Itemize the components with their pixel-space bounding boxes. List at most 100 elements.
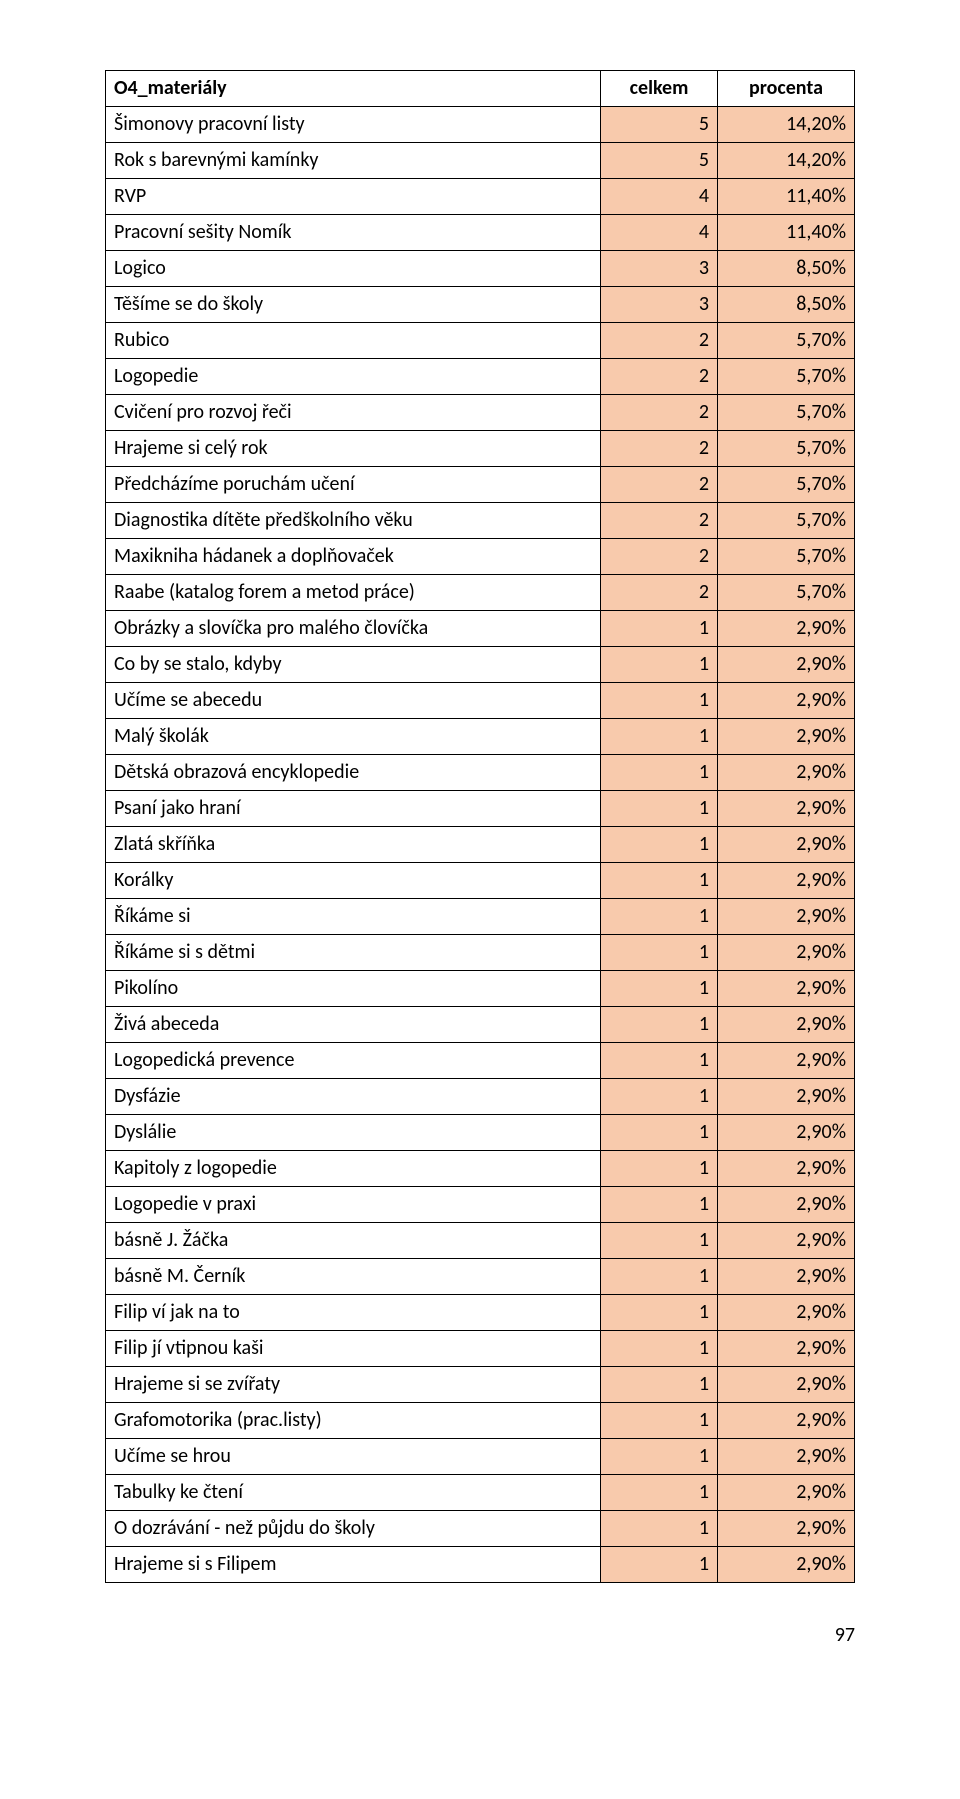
document-page: O4_materiály celkem procenta Šimonovy pr…: [0, 0, 960, 1687]
cell-percent: 2,90%: [718, 899, 855, 935]
cell-material: Kapitoly z logopedie: [106, 1151, 601, 1187]
cell-material: Šimonovy pracovní listy: [106, 107, 601, 143]
table-row: Logopedie v praxi12,90%: [106, 1187, 855, 1223]
cell-material: O dozrávání - než půjdu do školy: [106, 1511, 601, 1547]
table-row: Říkáme si s dětmi12,90%: [106, 935, 855, 971]
cell-material: Rubico: [106, 323, 601, 359]
cell-material: Dyslálie: [106, 1115, 601, 1151]
cell-material: Předcházíme poruchám učení: [106, 467, 601, 503]
cell-material: Logopedie: [106, 359, 601, 395]
table-body: Šimonovy pracovní listy514,20%Rok s bare…: [106, 107, 855, 1583]
cell-percent: 5,70%: [718, 359, 855, 395]
cell-material: Pikolíno: [106, 971, 601, 1007]
cell-material: Maxikniha hádanek a doplňovaček: [106, 539, 601, 575]
table-row: Pikolíno12,90%: [106, 971, 855, 1007]
cell-percent: 2,90%: [718, 1475, 855, 1511]
cell-material: Učíme se abecedu: [106, 683, 601, 719]
cell-percent: 2,90%: [718, 1331, 855, 1367]
table-row: Psaní jako hraní12,90%: [106, 791, 855, 827]
table-row: Cvičení pro rozvoj řeči25,70%: [106, 395, 855, 431]
cell-material: Cvičení pro rozvoj řeči: [106, 395, 601, 431]
cell-material: Živá abeceda: [106, 1007, 601, 1043]
table-row: Zlatá skříňka12,90%: [106, 827, 855, 863]
cell-material: RVP: [106, 179, 601, 215]
cell-percent: 2,90%: [718, 683, 855, 719]
cell-percent: 5,70%: [718, 575, 855, 611]
cell-percent: 2,90%: [718, 719, 855, 755]
cell-percent: 2,90%: [718, 1223, 855, 1259]
cell-percent: 5,70%: [718, 539, 855, 575]
cell-total: 1: [601, 1511, 718, 1547]
table-row: Dyslálie12,90%: [106, 1115, 855, 1151]
cell-percent: 5,70%: [718, 467, 855, 503]
cell-percent: 2,90%: [718, 611, 855, 647]
cell-percent: 11,40%: [718, 179, 855, 215]
table-row: Obrázky a slovíčka pro malého človíčka12…: [106, 611, 855, 647]
cell-total: 1: [601, 611, 718, 647]
cell-percent: 5,70%: [718, 323, 855, 359]
cell-total: 1: [601, 1295, 718, 1331]
cell-total: 2: [601, 431, 718, 467]
cell-percent: 2,90%: [718, 1295, 855, 1331]
table-row: Logico38,50%: [106, 251, 855, 287]
table-row: Živá abeceda12,90%: [106, 1007, 855, 1043]
cell-percent: 2,90%: [718, 1403, 855, 1439]
cell-material: Dysfázie: [106, 1079, 601, 1115]
table-row: Maxikniha hádanek a doplňovaček25,70%: [106, 539, 855, 575]
cell-percent: 5,70%: [718, 395, 855, 431]
cell-total: 2: [601, 467, 718, 503]
cell-material: Logico: [106, 251, 601, 287]
page-number: 97: [105, 1583, 855, 1647]
table-row: Říkáme si12,90%: [106, 899, 855, 935]
table-row: Učíme se abecedu12,90%: [106, 683, 855, 719]
cell-material: Tabulky ke čtení: [106, 1475, 601, 1511]
cell-total: 1: [601, 719, 718, 755]
table-row: Logopedie25,70%: [106, 359, 855, 395]
cell-total: 1: [601, 755, 718, 791]
cell-percent: 2,90%: [718, 1043, 855, 1079]
materials-table: O4_materiály celkem procenta Šimonovy pr…: [105, 70, 855, 1583]
table-row: Kapitoly z logopedie12,90%: [106, 1151, 855, 1187]
table-row: Rubico25,70%: [106, 323, 855, 359]
cell-percent: 2,90%: [718, 1151, 855, 1187]
cell-total: 1: [601, 827, 718, 863]
cell-total: 4: [601, 215, 718, 251]
cell-percent: 2,90%: [718, 1259, 855, 1295]
cell-percent: 2,90%: [718, 1115, 855, 1151]
cell-percent: 5,70%: [718, 503, 855, 539]
table-row: RVP411,40%: [106, 179, 855, 215]
table-row: básně J. Žáčka12,90%: [106, 1223, 855, 1259]
table-row: Raabe (katalog forem a metod práce)25,70…: [106, 575, 855, 611]
cell-percent: 2,90%: [718, 971, 855, 1007]
table-row: Dysfázie12,90%: [106, 1079, 855, 1115]
table-row: Grafomotorika (prac.listy)12,90%: [106, 1403, 855, 1439]
table-row: Diagnostika dítěte předškolního věku25,7…: [106, 503, 855, 539]
cell-total: 1: [601, 935, 718, 971]
table-row: Tabulky ke čtení12,90%: [106, 1475, 855, 1511]
cell-total: 3: [601, 251, 718, 287]
cell-total: 2: [601, 359, 718, 395]
cell-total: 1: [601, 1439, 718, 1475]
table-row: Dětská obrazová encyklopedie12,90%: [106, 755, 855, 791]
cell-total: 2: [601, 395, 718, 431]
cell-total: 1: [601, 1043, 718, 1079]
cell-material: Obrázky a slovíčka pro malého človíčka: [106, 611, 601, 647]
cell-percent: 2,90%: [718, 1079, 855, 1115]
cell-total: 1: [601, 899, 718, 935]
cell-total: 1: [601, 791, 718, 827]
cell-total: 1: [601, 1475, 718, 1511]
cell-material: Co by se stalo, kdyby: [106, 647, 601, 683]
cell-total: 2: [601, 503, 718, 539]
cell-total: 1: [601, 1115, 718, 1151]
cell-percent: 2,90%: [718, 935, 855, 971]
cell-material: básně M. Černík: [106, 1259, 601, 1295]
table-row: Šimonovy pracovní listy514,20%: [106, 107, 855, 143]
cell-material: Grafomotorika (prac.listy): [106, 1403, 601, 1439]
table-row: O dozrávání - než půjdu do školy12,90%: [106, 1511, 855, 1547]
cell-material: Hrajeme si s Filipem: [106, 1547, 601, 1583]
cell-percent: 2,90%: [718, 863, 855, 899]
cell-material: Rok s barevnými kamínky: [106, 143, 601, 179]
cell-percent: 14,20%: [718, 143, 855, 179]
cell-total: 5: [601, 143, 718, 179]
table-row: Hrajeme si celý rok25,70%: [106, 431, 855, 467]
